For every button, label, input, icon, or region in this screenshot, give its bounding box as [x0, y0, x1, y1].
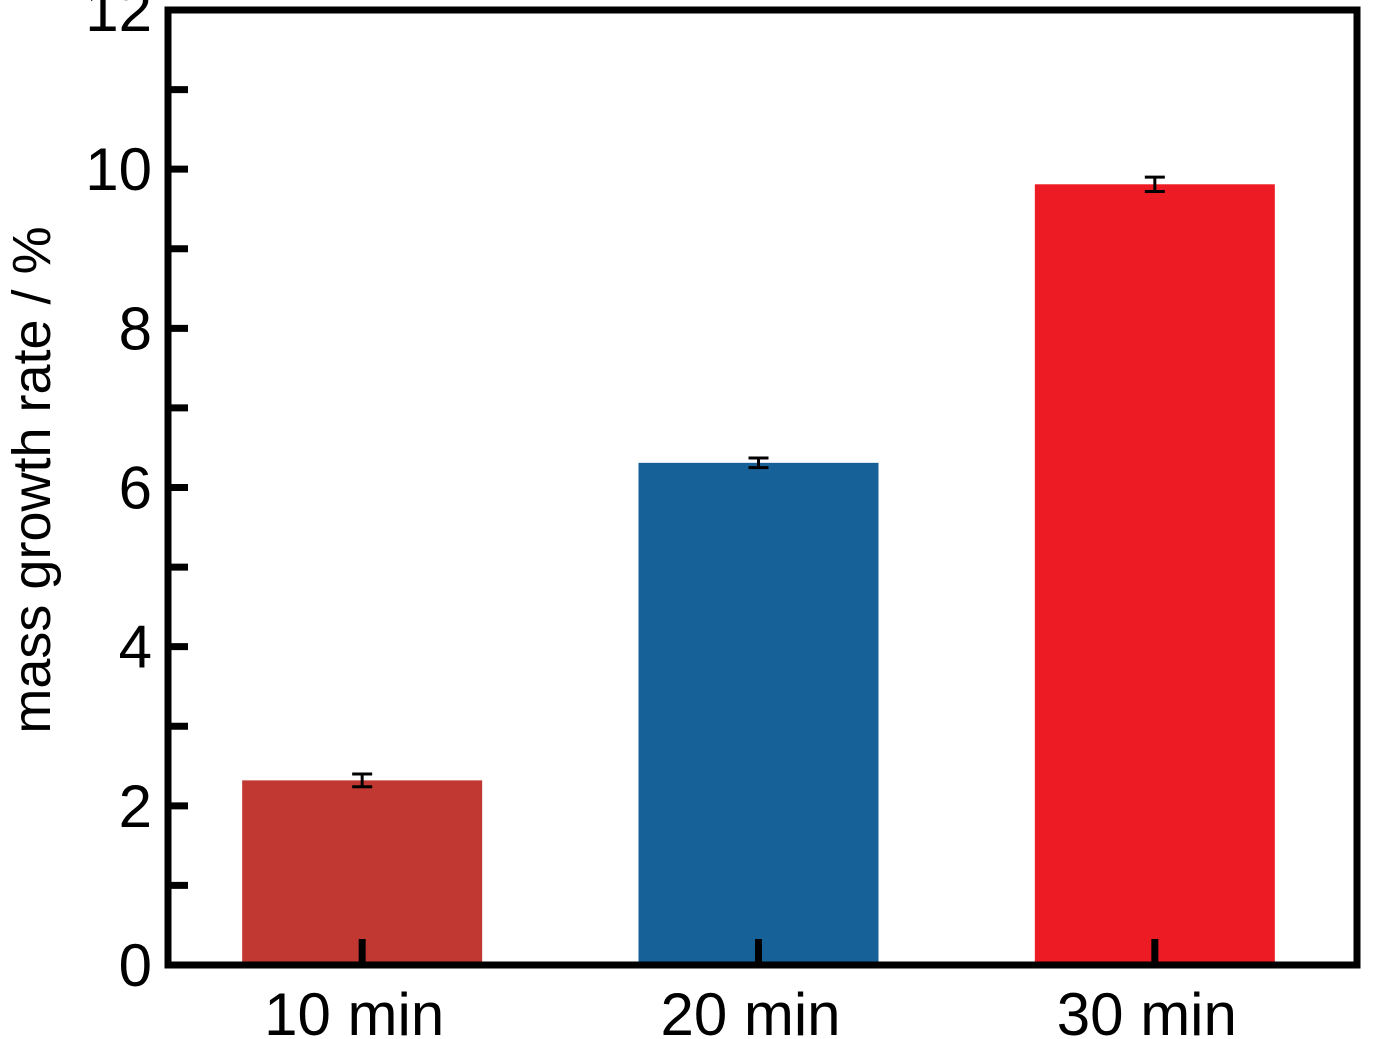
y-tick-label: 4 — [119, 614, 152, 681]
y-tick-label: 12 — [85, 0, 152, 44]
bar-10-min — [242, 780, 483, 965]
x-tick-label: 20 min — [660, 981, 840, 1039]
error-bars-group — [352, 175, 1165, 789]
x-tick-label: 10 min — [264, 981, 444, 1039]
bar-20-min — [638, 462, 879, 965]
y-tick-label: 0 — [119, 932, 152, 999]
x-axis-ticks: 10 min 20 min 30 min — [264, 939, 1237, 1039]
bars-group — [242, 184, 1275, 966]
y-tick-label: 10 — [85, 136, 152, 203]
y-tick-label: 6 — [119, 455, 152, 522]
y-axis-ticks: 0 2 4 6 8 10 12 — [85, 0, 188, 999]
plot-frame — [164, 6, 1361, 969]
bar-30-min — [1034, 184, 1275, 966]
y-axis-title: mass growth rate / % — [2, 226, 62, 733]
x-tick-label: 30 min — [1057, 981, 1237, 1039]
y-tick-label: 8 — [119, 295, 152, 362]
y-tick-label: 2 — [119, 773, 152, 840]
